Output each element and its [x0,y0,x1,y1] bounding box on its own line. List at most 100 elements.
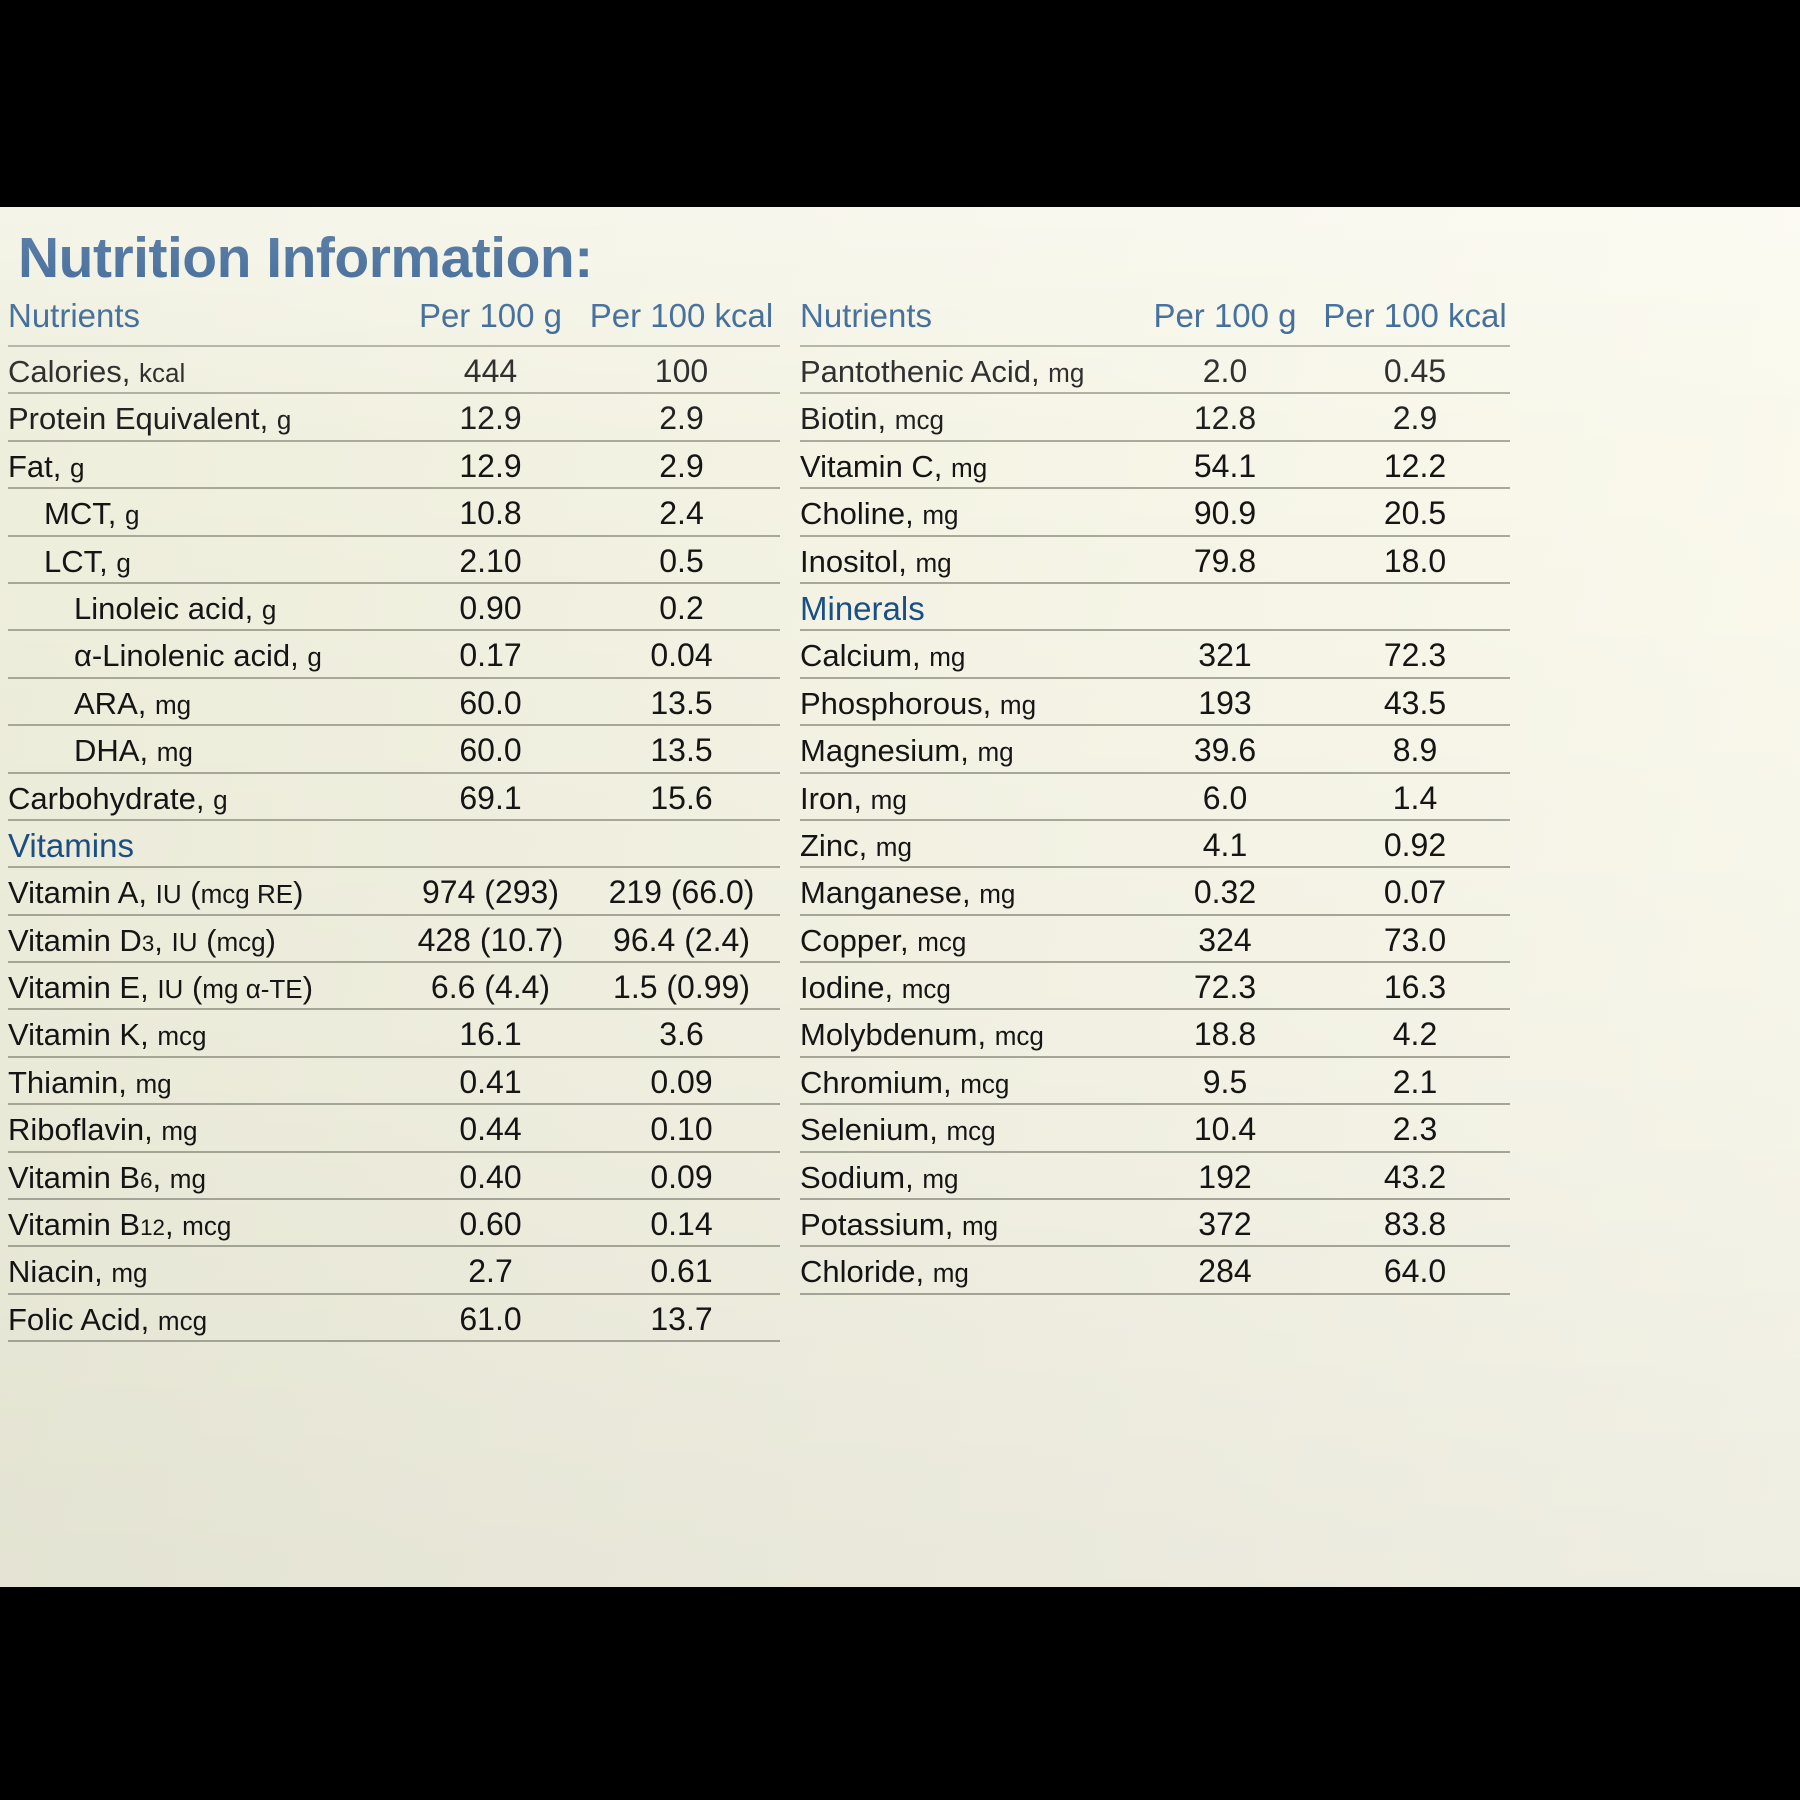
value-per-100g: 0.41 [459,1063,522,1100]
table-row: Molybdenum, mcg 18.8 4.2 [800,1008,1510,1055]
section-heading-label: Minerals [800,589,925,627]
value-per-100kcal: 13.5 [650,732,713,769]
column-header-per-100kcal: Per 100 kcal [1323,297,1507,334]
value-per-100kcal: 2.1 [1392,1063,1438,1100]
value-per-100kcal: 12.2 [1383,447,1447,484]
value-per-100g: 39.6 [1193,732,1257,769]
value-per-100g: 0.32 [1193,874,1257,911]
nutrient-name: Thiamin, mg [8,1064,172,1100]
nutrient-name: α-Linolenic acid, g [74,638,322,674]
value-per-100g: 0.44 [459,1111,522,1148]
value-per-100g: 12.8 [1193,400,1257,437]
nutrient-name: Carbohydrate, g [8,780,228,816]
table-row: Selenium, mcg 10.4 2.3 [800,1103,1510,1150]
value-per-100kcal: 8.9 [1392,732,1438,769]
value-per-100kcal: 0.09 [650,1158,713,1195]
nutrient-name: Molybdenum, mcg [800,1017,1044,1053]
column-header-per-100kcal: Per 100 kcal [589,297,774,334]
table-row: Thiamin, mg 0.41 0.09 [8,1055,780,1103]
value-per-100kcal: 73.0 [1383,921,1447,958]
value-per-100g: 974 (293) [422,874,559,911]
value-per-100g: 69.1 [459,779,522,816]
table-row: Chloride, mg 284 64.0 [800,1245,1510,1292]
value-per-100g: 10.8 [459,495,522,532]
table-row: Potassium, mg 372 83.8 [800,1198,1510,1245]
nutrient-name: Biotin, mcg [800,401,944,437]
value-per-100g: 444 [463,353,518,389]
value-per-100kcal: 0.07 [1383,874,1447,911]
nutrient-name: Inositol, mg [800,543,952,579]
value-per-100kcal: 0.14 [650,1206,713,1243]
table-row: Vitamin A, IU (mcg RE) 974 (293) 219 (66.0… [8,866,780,913]
value-per-100g: 12.9 [459,400,522,437]
value-per-100kcal: 13.7 [650,1300,713,1337]
nutrient-name: ARA, mg [74,685,192,721]
value-per-100kcal: 3.6 [659,1016,704,1053]
value-per-100kcal: 64.0 [1383,1253,1447,1290]
table-row: Iodine, mcg 72.3 16.3 [800,961,1510,1008]
value-per-100kcal: 0.61 [650,1253,713,1290]
section-heading-row: Minerals [800,581,1510,629]
value-per-100g: 0.60 [459,1206,522,1243]
value-per-100kcal: 0.09 [650,1063,713,1100]
nutrient-name: Sodium, mg [800,1159,959,1195]
section-heading-label: Vitamins [8,826,134,864]
nutrient-name: LCT, g [44,543,131,579]
nutrition-table-left: Nutrients Per 100 g Per 100 kcal Calories, … [8,295,780,1343]
table-bottom-rule [800,1292,1510,1295]
value-per-100kcal: 2.3 [1392,1111,1438,1148]
value-per-100g: 90.9 [1193,495,1257,532]
table-header-row: Nutrients Per 100 g Per 100 kcal [8,295,780,345]
value-per-100g: 54.1 [1193,447,1257,484]
value-per-100kcal: 43.2 [1383,1158,1447,1195]
value-per-100kcal: 0.92 [1383,826,1447,863]
table-row: Linoleic acid, g 0.90 0.2 [8,581,780,629]
value-per-100g: 284 [1198,1253,1252,1290]
value-per-100kcal: 2.4 [659,495,704,532]
value-per-100g: 2.7 [468,1253,513,1290]
table-row: Calcium, mg 321 72.3 [800,629,1510,676]
value-per-100kcal: 0.04 [650,637,713,674]
table-row: Chromium, mcg 9.5 2.1 [800,1055,1510,1103]
value-per-100g: 321 [1198,637,1252,674]
value-per-100kcal: 219 (66.0) [608,874,755,911]
table-row: Pantothenic Acid, mg 2.0 0.45 [800,345,1510,392]
table-row: α-Linolenic acid, g 0.17 0.04 [8,629,780,676]
nutrient-name: Choline, mg [800,496,959,532]
nutrient-name: Iodine, mcg [800,970,951,1006]
nutrient-name: Linoleic acid, g [74,590,277,626]
nutrient-name: Riboflavin, mg [8,1112,198,1148]
table-row: Zinc, mg 4.1 0.92 [800,818,1510,866]
table-row: DHA, mg 60.0 13.5 [8,724,780,771]
value-per-100kcal: 2.9 [659,447,704,484]
nutrition-table-right: Nutrients Per 100 g Per 100 kcal Pantotheni… [800,295,1510,1295]
value-per-100g: 0.40 [459,1158,522,1195]
nutrient-name: Vitamin C, mg [800,448,988,484]
column-header-nutrients: Nutrients [800,297,933,334]
nutrient-name: Pantothenic Acid, mg [800,354,1085,389]
table-row: Protein Equivalent, g 12.9 2.9 [8,392,780,439]
table-row: Phosphorous, mg 193 43.5 [800,676,1510,724]
value-per-100kcal: 13.5 [650,684,713,721]
table-row: Manganese, mg 0.32 0.07 [800,866,1510,913]
table-bottom-rule [8,1340,780,1343]
nutrient-name: Iron, mg [800,780,907,816]
value-per-100g: 192 [1198,1158,1252,1195]
table-row: Vitamin E, IU (mg α-TE) 6.6 (4.4) 1.5 (0.9… [8,961,780,1008]
nutrient-name: MCT, g [44,496,140,532]
nutrient-name: Copper, mcg [800,922,967,958]
table-row: LCT, g 2.10 0.5 [8,534,780,582]
value-per-100g [1130,614,1320,620]
value-per-100g: 60.0 [459,732,522,769]
column-header-per-100g: Per 100 g [1153,297,1297,334]
value-per-100kcal: 15.6 [650,779,713,816]
value-per-100g: 61.0 [459,1300,522,1337]
value-per-100g: 72.3 [1193,969,1257,1006]
value-per-100g: 428 (10.7) [417,921,564,958]
value-per-100kcal: 2.9 [659,400,704,437]
nutrient-name: DHA, mg [74,733,193,769]
value-per-100kcal: 0.2 [659,589,704,626]
table-row: Riboflavin, mg 0.44 0.10 [8,1103,780,1150]
table-row: Folic Acid, mcg 61.0 13.7 [8,1292,780,1340]
value-per-100g: 2.10 [459,542,522,579]
